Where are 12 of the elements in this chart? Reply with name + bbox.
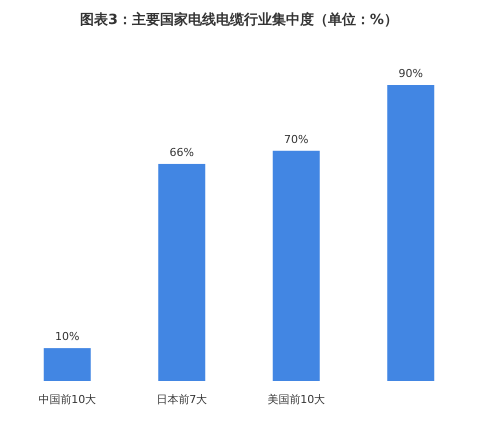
data-label: 90% [398, 67, 423, 80]
bar [272, 150, 320, 381]
x-tick-label: 日本前7大 [156, 393, 208, 406]
x-tick-label: 中国前10大 [38, 393, 96, 406]
bar [158, 164, 206, 381]
data-label: 70% [284, 132, 308, 146]
data-label: 66% [170, 146, 194, 159]
data-label: 10% [55, 330, 80, 344]
bar [387, 85, 434, 381]
bar [44, 348, 91, 381]
chart-title: 图表3：主要国家电线电缆行业集中度（单位：%） [80, 11, 398, 28]
x-tick-label: 美国前10大 [267, 393, 326, 406]
